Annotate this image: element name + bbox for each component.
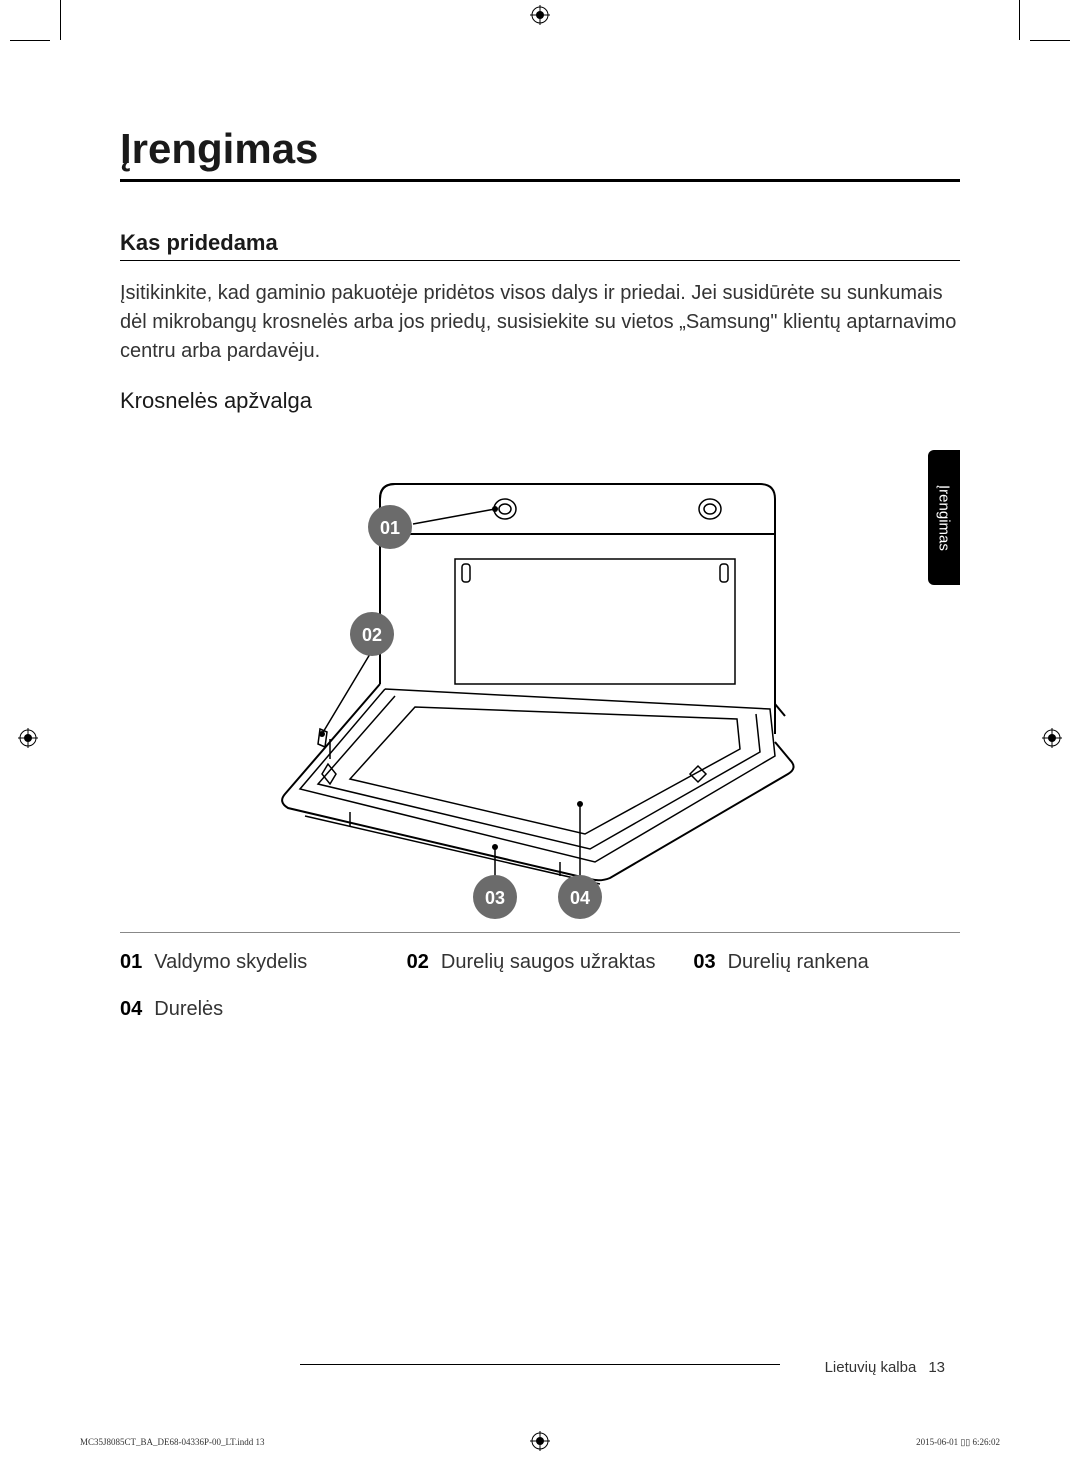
legend-text: Durelių rankena (728, 951, 869, 974)
intro-paragraph: Įsitikinkite, kad gaminio pakuotėje prid… (120, 279, 960, 366)
print-timestamp: 2015-06-01 ▯▯ 6:26:02 (916, 1437, 1000, 1448)
legend-num: 02 (407, 951, 429, 974)
crop-mark (10, 40, 50, 41)
legend-num: 04 (120, 998, 142, 1021)
registration-mark-icon (1042, 728, 1062, 748)
side-tab-label: Įrengimas (936, 485, 953, 551)
crop-mark (60, 0, 61, 40)
legend-divider (120, 932, 960, 933)
page-title: Įrengimas (120, 125, 960, 182)
callout-02: 02 (362, 625, 382, 645)
callout-03: 03 (485, 888, 505, 908)
legend-text: Durelės (154, 998, 223, 1021)
crop-mark (1030, 40, 1070, 41)
callout-01: 01 (380, 518, 400, 538)
legend-text: Valdymo skydelis (154, 951, 307, 974)
footer-page-number: 13 (928, 1359, 945, 1376)
crop-mark (1019, 0, 1020, 40)
registration-mark-icon (18, 728, 38, 748)
subsection-title: Krosnelės apžvalga (120, 388, 960, 414)
callout-04: 04 (570, 888, 590, 908)
legend-num: 01 (120, 951, 142, 974)
registration-mark-icon (530, 5, 550, 25)
side-tab: Įrengimas (928, 450, 960, 585)
footer-language: Lietuvių kalba (825, 1359, 917, 1376)
section-title: Kas pridedama (120, 230, 960, 261)
print-filename: MC35J8085CT_BA_DE68-04336P-00_LT.indd 13 (80, 1437, 265, 1448)
page-footer: Lietuvių kalba 13 (825, 1359, 945, 1376)
legend-list: 01 Valdymo skydelis 02 Durelių saugos už… (120, 951, 960, 1021)
print-metadata: MC35J8085CT_BA_DE68-04336P-00_LT.indd 13… (80, 1437, 1000, 1448)
legend-text: Durelių saugos užraktas (441, 951, 656, 974)
legend-item: 04 Durelės (120, 998, 387, 1021)
oven-diagram: 01 02 03 04 (120, 434, 960, 924)
legend-item: 01 Valdymo skydelis (120, 951, 387, 974)
legend-item: 03 Durelių rankena (693, 951, 960, 974)
legend-item: 02 Durelių saugos užraktas (407, 951, 674, 974)
footer-divider (300, 1364, 780, 1365)
legend-num: 03 (693, 951, 715, 974)
